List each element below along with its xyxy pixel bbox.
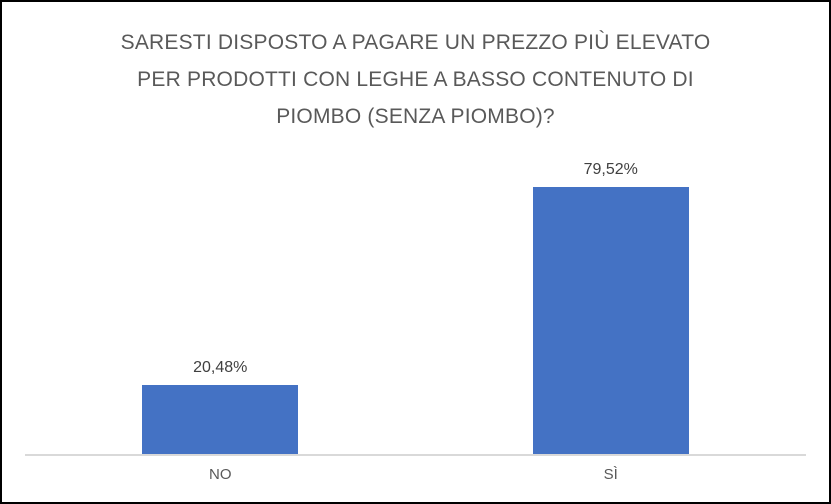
bar-group-no: 20,48%	[25, 120, 416, 454]
chart-title-line-3: PIOMBO (SENZA PIOMBO)?	[276, 105, 555, 128]
x-axis-label-si: SÌ	[603, 466, 618, 483]
chart-title-line-2: PER PRODOTTI CON LEGHE A BASSO CONTENUTO…	[137, 68, 694, 91]
data-label-no: 20,48%	[193, 359, 248, 376]
x-axis-label-no: NO	[209, 466, 232, 483]
chart-title-line-1: SARESTI DISPOSTO A PAGARE UN PREZZO PIÙ …	[120, 31, 711, 54]
bar-si	[532, 187, 689, 454]
x-axis: NO SÌ	[25, 466, 806, 483]
bar-group-si: 79,52%	[416, 120, 807, 454]
chart-title: SARESTI DISPOSTO A PAGARE UN PREZZO PIÙ …	[2, 24, 829, 135]
bar-no	[142, 385, 299, 454]
data-label-si: 79,52%	[583, 161, 638, 178]
plot-area: 20,48% 79,52%	[25, 120, 806, 456]
